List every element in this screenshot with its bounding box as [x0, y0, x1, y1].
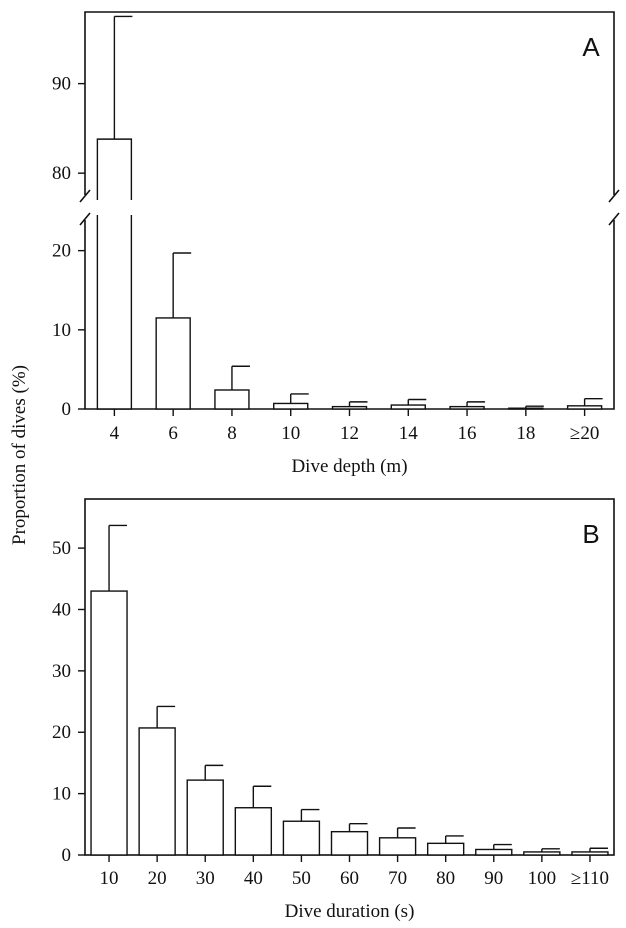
y-tick-label: 0 — [62, 845, 72, 866]
y-tick-label: 20 — [52, 241, 71, 262]
bar — [508, 407, 544, 410]
x-tick-label: 70 — [388, 868, 407, 889]
y-tick-label: 0 — [62, 399, 72, 420]
panel-b: 0 10 20 30 40 50 10 20 30 40 50 60 70 80 90 100 ≥110 B Div… — [52, 498, 615, 922]
x-tick-label: ≥20 — [570, 423, 599, 444]
bar — [331, 405, 368, 410]
bar — [155, 317, 191, 410]
y-tick-label: 90 — [52, 74, 71, 95]
bar — [449, 405, 485, 410]
y-axis-title: Proportion of dives (%) — [9, 365, 30, 545]
x-tick-label: 50 — [292, 868, 311, 889]
x-tick-label: 10 — [281, 423, 300, 444]
bar — [330, 830, 369, 856]
bar — [90, 590, 128, 856]
panel-label-b: B — [582, 519, 599, 549]
y-tick-label: 50 — [52, 538, 71, 559]
bar — [234, 807, 273, 856]
x-tick-label: 8 — [227, 423, 237, 444]
x-axis-title-a: Dive depth (m) — [291, 456, 407, 477]
x-tick-label: 30 — [196, 868, 215, 889]
bar — [96, 215, 133, 410]
bar — [273, 402, 309, 410]
bar — [138, 727, 176, 856]
x-tick-label: 4 — [110, 423, 120, 444]
x-tick-label: 40 — [244, 868, 263, 889]
bar — [214, 389, 250, 410]
panel-label-a: A — [582, 32, 600, 62]
frame-a-upper — [84, 11, 615, 195]
y-tick-label: 10 — [52, 784, 71, 805]
bar — [378, 837, 417, 856]
y-tick-label: 20 — [52, 722, 71, 743]
axis-break-mark-left — [79, 189, 91, 203]
y-tick-label: 10 — [52, 320, 71, 341]
axis-break-mark-right — [608, 212, 620, 226]
x-tick-label: 12 — [340, 423, 359, 444]
panel-a: 80 90 0 10 20 4 6 8 10 12 14 16 18 ≥20 A Dive depth (m) — [52, 11, 620, 477]
bar — [96, 138, 133, 200]
x-tick-label: ≥110 — [571, 868, 609, 889]
bar — [186, 779, 224, 856]
x-tick-label: 16 — [458, 423, 477, 444]
x-tick-label: 20 — [148, 868, 167, 889]
bar — [390, 404, 426, 410]
x-tick-label: 60 — [340, 868, 359, 889]
x-tick-label: 100 — [528, 868, 557, 889]
bar — [566, 405, 603, 410]
x-tick-label: 90 — [484, 868, 503, 889]
axis-break-mark-right — [608, 189, 620, 203]
bar — [282, 820, 321, 856]
x-axis-title-b: Dive duration (s) — [285, 901, 415, 922]
y-tick-label: 80 — [52, 163, 71, 184]
x-tick-label: 6 — [168, 423, 178, 444]
x-tick-label: 14 — [399, 423, 419, 444]
y-tick-label: 40 — [52, 599, 71, 620]
axis-break-mark-left — [79, 212, 91, 226]
bar — [475, 848, 513, 856]
y-tick-label: 30 — [52, 661, 71, 682]
x-tick-label: 80 — [436, 868, 455, 889]
bar — [426, 842, 465, 856]
bar — [523, 851, 561, 856]
bar — [571, 851, 609, 856]
x-tick-label: 18 — [516, 423, 535, 444]
x-tick-label: 10 — [100, 868, 119, 889]
